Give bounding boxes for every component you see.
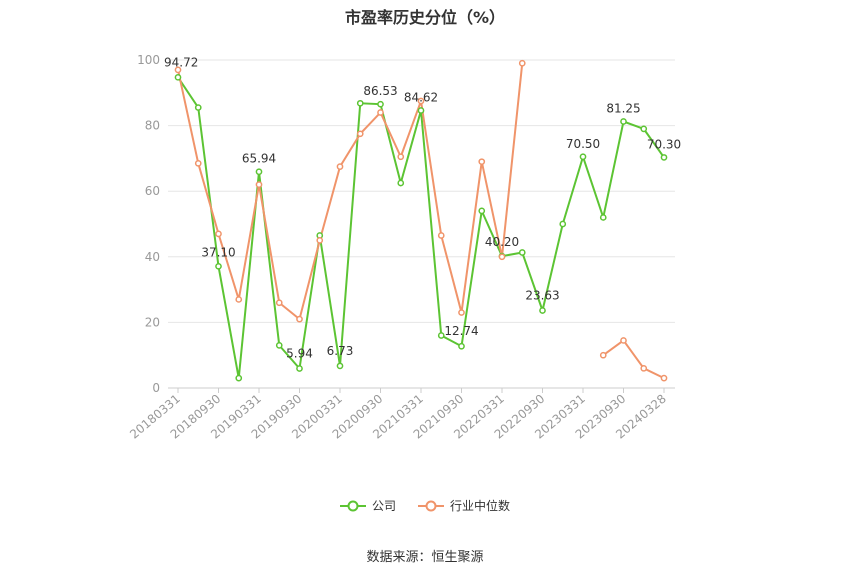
data-point-company <box>539 307 546 314</box>
data-source: 数据来源：恒生聚源 <box>366 550 484 565</box>
data-point-industry-median <box>255 181 263 188</box>
data-point-company <box>356 99 364 107</box>
data-point-company <box>255 168 263 176</box>
y-tick-label: 80 <box>145 119 160 133</box>
data-point-industry-median <box>660 374 668 382</box>
data-label: 70.30 <box>647 137 681 151</box>
data-label: 86.53 <box>363 84 397 98</box>
data-label: 94.72 <box>164 55 198 69</box>
data-point-industry-median <box>316 237 324 244</box>
data-label: 6.73 <box>327 344 354 358</box>
data-point-company <box>215 262 222 270</box>
legend-label-industry-median: 行业中位数 <box>450 499 511 513</box>
data-label: 65.94 <box>242 152 276 166</box>
data-point-company <box>660 154 668 161</box>
data-label: 84.62 <box>404 90 438 104</box>
data-point-industry-median <box>377 109 384 116</box>
data-point-industry-median <box>275 299 283 307</box>
data-point-company <box>417 107 425 114</box>
data-point-company <box>235 374 243 382</box>
data-labels: 94.72 37.10 65.94 5.94 6.73 86.53 84.62 12.74 40… <box>164 55 681 360</box>
data-point-company <box>275 342 283 349</box>
y-tick-label: 20 <box>145 315 160 329</box>
data-point-industry-median <box>336 163 344 170</box>
y-tick-label: 40 <box>145 250 160 264</box>
data-point-company <box>518 249 526 256</box>
data-point-industry-median <box>174 66 182 74</box>
legend-label-company: 公司 <box>371 499 396 513</box>
legend-marker-company <box>339 500 366 511</box>
data-point-company <box>377 100 384 108</box>
data-point-industry-median <box>599 351 607 359</box>
series-line-industry-median <box>177 63 524 321</box>
data-point-company <box>437 332 445 339</box>
data-label: 81.25 <box>606 102 640 116</box>
data-point-industry-median <box>478 158 486 166</box>
data-point-industry-median <box>518 59 526 67</box>
legend-item-industry-median[interactable]: 行业中位数 <box>418 497 510 514</box>
data-point-industry-median <box>620 337 627 344</box>
data-point-company <box>579 153 587 161</box>
data-point-company <box>559 220 567 228</box>
data-point-company <box>174 73 182 81</box>
data-label: 37.10 <box>201 245 235 259</box>
data-label: 70.50 <box>566 137 600 151</box>
data-point-industry-median <box>458 309 465 316</box>
data-label: 12.74 <box>444 324 478 338</box>
data-label: 40.20 <box>485 235 519 249</box>
legend-marker-industry-median <box>418 500 444 511</box>
data-point-industry-median <box>397 153 405 161</box>
data-point-industry-median <box>356 130 364 138</box>
data-point-industry-median <box>417 97 425 105</box>
chart-title: 市盈率历史分位（%） <box>344 8 506 27</box>
data-point-company <box>478 207 486 215</box>
data-label: 5.94 <box>286 347 313 361</box>
data-label: 23.63 <box>525 288 559 302</box>
data-point-company <box>458 342 465 350</box>
data-point-industry-median <box>498 253 506 261</box>
data-point-company <box>296 365 303 372</box>
legend: 公司 行业中位数 <box>0 497 850 514</box>
data-point-company <box>640 125 648 133</box>
data-point-industry-median <box>194 159 202 167</box>
data-point-industry-median <box>215 230 222 238</box>
legend-item-company[interactable]: 公司 <box>339 497 396 514</box>
data-point-company <box>397 179 405 187</box>
y-tick-label: 100 <box>137 53 160 67</box>
data-point-company <box>620 118 627 125</box>
data-point-company <box>194 104 202 111</box>
series-line-industry-median <box>602 339 665 380</box>
data-point-company <box>599 214 607 221</box>
y-tick-label: 60 <box>145 184 160 198</box>
chart-plot: 0204060801002018033120180930201903312019… <box>127 53 681 442</box>
data-point-industry-median <box>296 315 303 323</box>
data-point-industry-median <box>437 232 445 239</box>
y-tick-label: 0 <box>152 381 160 395</box>
data-point-industry-median <box>235 296 243 303</box>
series-points <box>174 59 668 382</box>
data-point-company <box>336 362 344 370</box>
data-point-industry-median <box>640 364 648 372</box>
